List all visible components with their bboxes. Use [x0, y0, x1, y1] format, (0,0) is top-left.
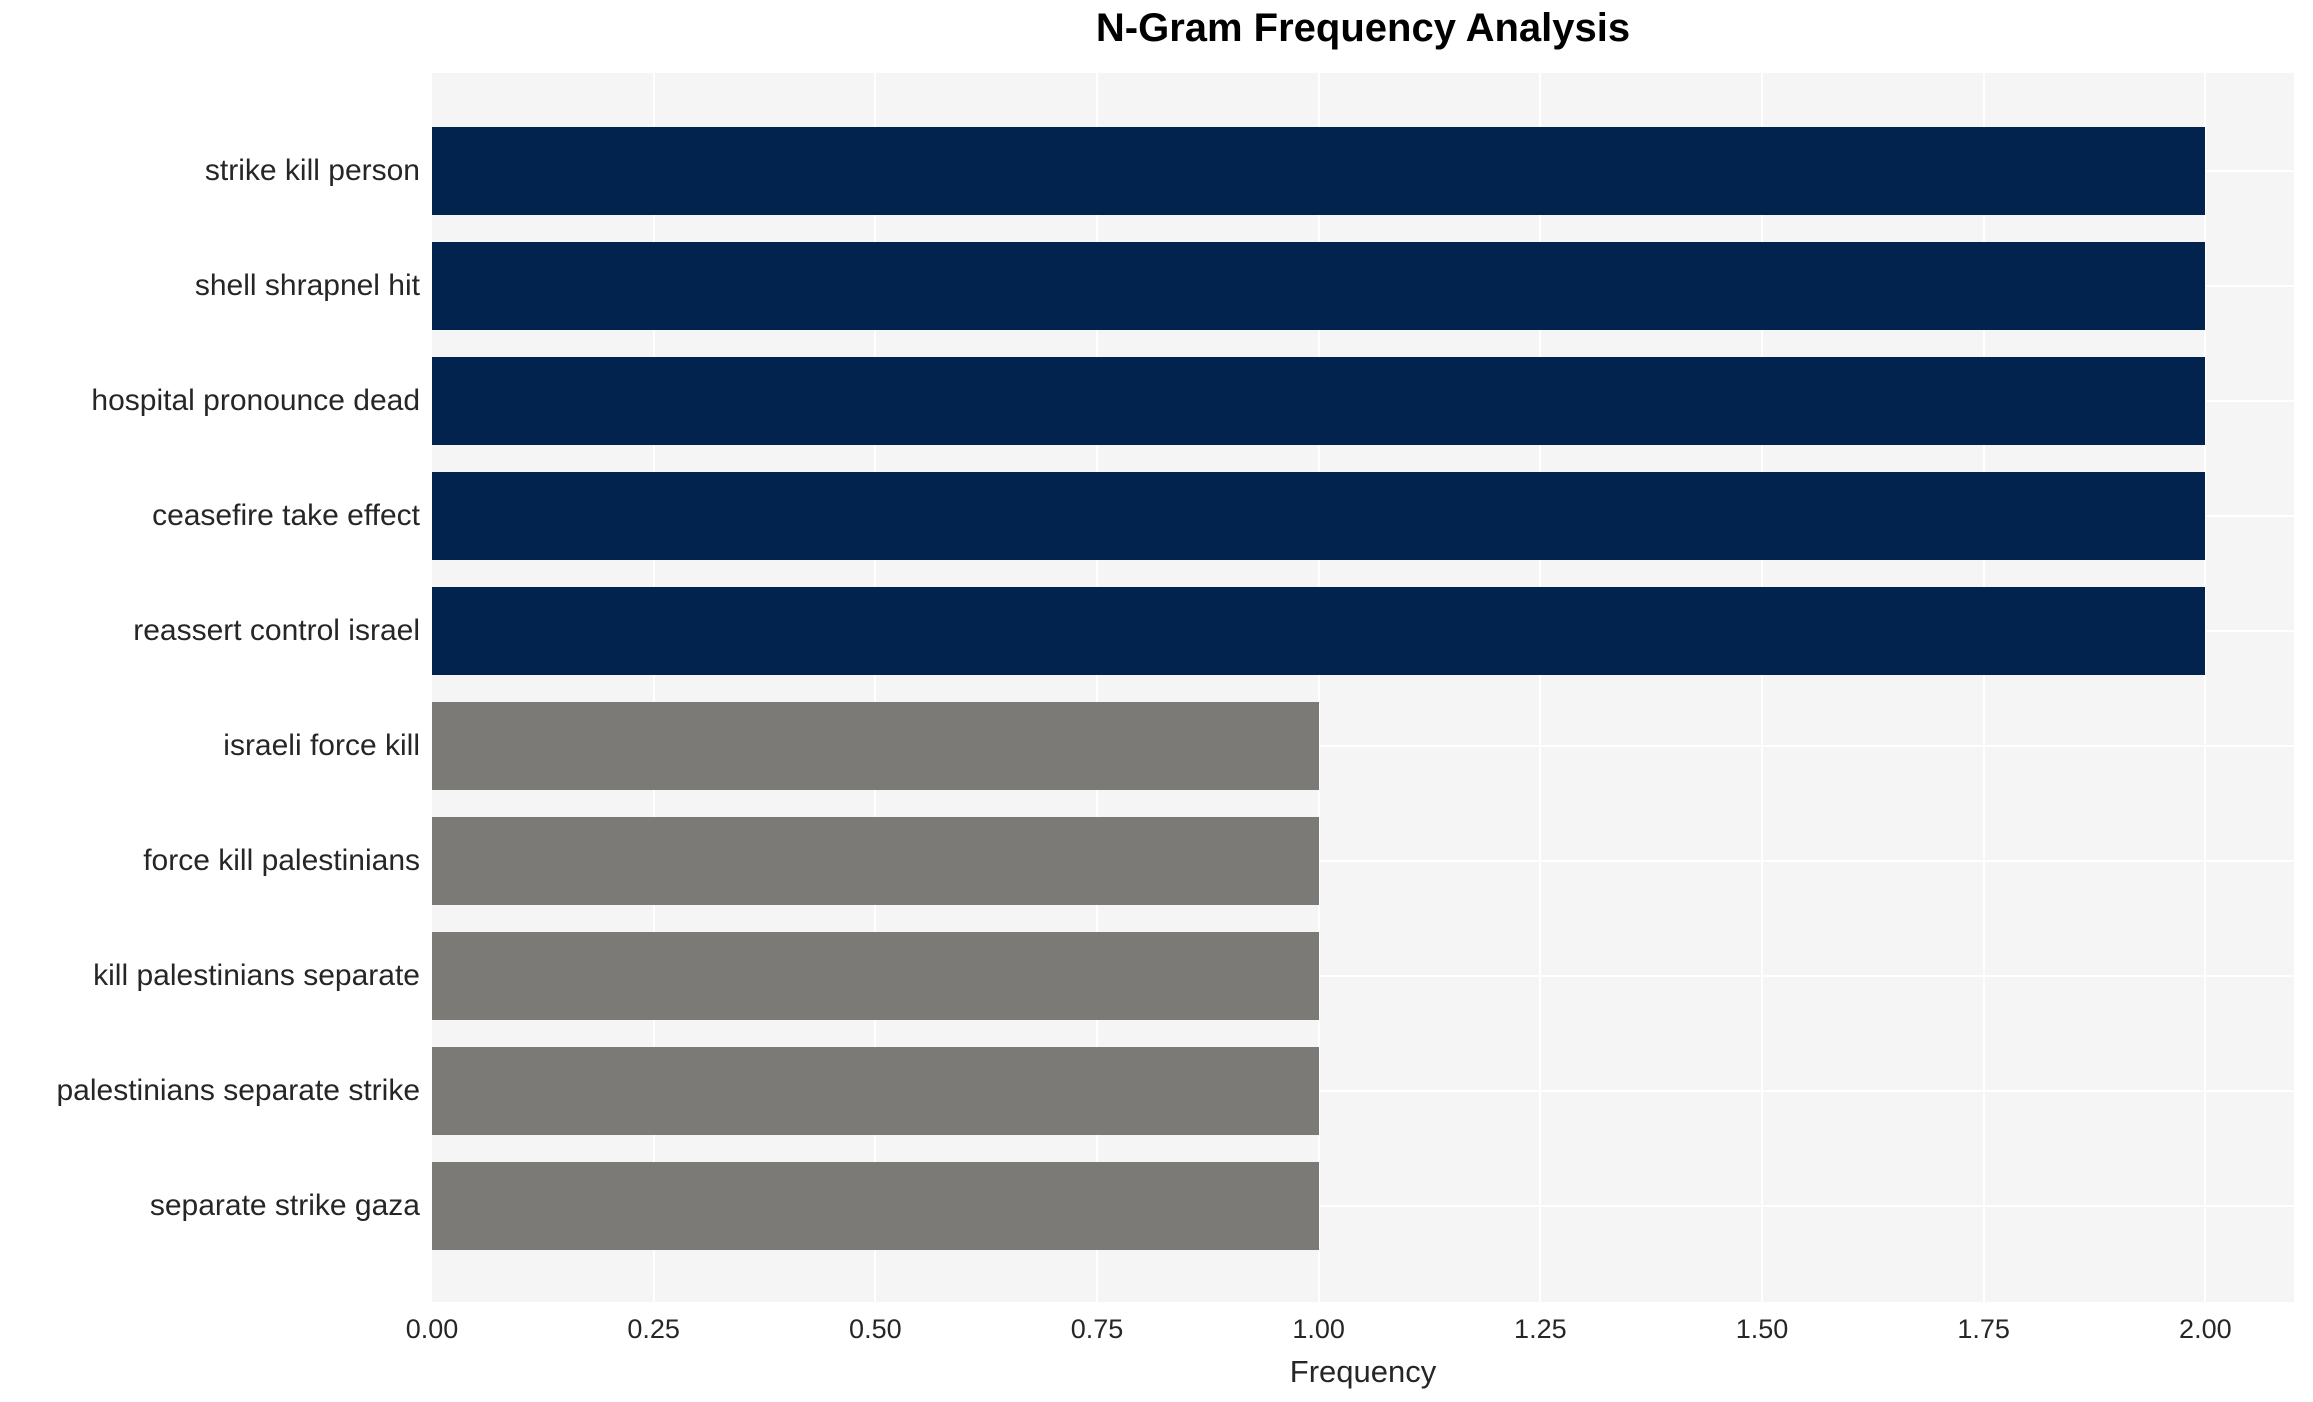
- gridline-horizontal: [432, 745, 2294, 747]
- gridline-vertical: [1539, 73, 1542, 1302]
- gridline-horizontal: [432, 1205, 2294, 1207]
- bar: [432, 702, 1319, 790]
- x-tick-label: 0.00: [405, 1314, 459, 1344]
- gridline-vertical: [652, 73, 655, 1302]
- gridline-horizontal: [432, 860, 2294, 862]
- bar: [432, 1047, 1319, 1135]
- y-category-label: ceasefire take effect: [152, 499, 420, 532]
- x-tick-label: 1.75: [1957, 1314, 2010, 1344]
- x-tick-label: 0.50: [849, 1314, 902, 1344]
- chart-title: N-Gram Frequency Analysis: [1095, 6, 1631, 50]
- x-tick-label: 2.00: [2179, 1314, 2232, 1344]
- x-tick-label: 1.00: [1292, 1314, 1345, 1344]
- bar: [432, 587, 2206, 675]
- gridline-vertical: [1982, 73, 1985, 1302]
- y-category-label: hospital pronounce dead: [91, 384, 420, 417]
- y-category-label: separate strike gaza: [149, 1189, 420, 1222]
- y-category-label: strike kill person: [204, 154, 420, 187]
- bar: [432, 127, 2206, 215]
- x-tick-label: 0.25: [627, 1314, 680, 1344]
- y-category-label: kill palestinians separate: [93, 959, 420, 992]
- bar: [432, 932, 1319, 1020]
- bar: [432, 242, 2206, 330]
- bar: [432, 1162, 1319, 1250]
- y-category-label: shell shrapnel hit: [194, 269, 420, 302]
- x-axis-title: Frequency: [1289, 1354, 1437, 1389]
- plot-area: [432, 73, 2294, 1302]
- bar: [432, 817, 1319, 905]
- gridline-horizontal: [432, 1090, 2294, 1092]
- gridline-vertical: [1317, 73, 1320, 1302]
- y-category-label: force kill palestinians: [143, 844, 420, 877]
- gridline-horizontal: [432, 975, 2294, 977]
- gridline-vertical: [874, 73, 877, 1302]
- gridline-vertical: [1096, 73, 1098, 1302]
- y-category-label: reassert control israel: [133, 614, 420, 647]
- gridline-vertical: [2204, 73, 2207, 1302]
- x-tick-label: 1.50: [1735, 1314, 1789, 1344]
- x-tick-label: 0.75: [1070, 1314, 1124, 1344]
- y-category-label: israeli force kill: [223, 729, 420, 762]
- x-tick-label: 1.25: [1514, 1314, 1567, 1344]
- bar: [432, 357, 2206, 445]
- y-category-label: palestinians separate strike: [56, 1074, 420, 1107]
- bar: [432, 472, 2206, 560]
- gridline-vertical: [1761, 73, 1763, 1302]
